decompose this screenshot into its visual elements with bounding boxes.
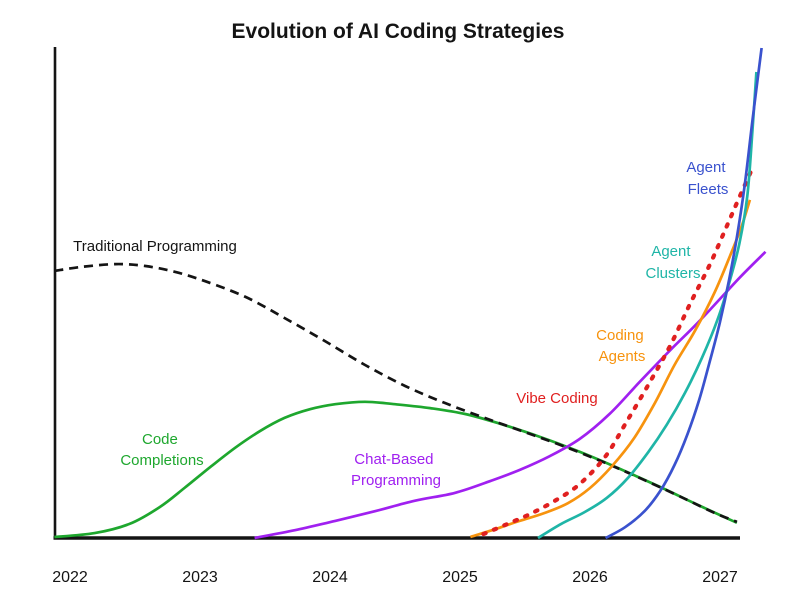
label-agent-clusters: Agent Clusters (645, 243, 700, 282)
label-line: Agent (651, 243, 691, 260)
series-line-chat-based-programming (254, 250, 767, 540)
label-line: Vibe Coding (516, 390, 597, 407)
label-code-completions: Code Completions (120, 431, 203, 469)
label-line: Agents (599, 348, 646, 365)
label-line: Traditional Programming (73, 238, 237, 255)
label-line: Chat-Based (354, 451, 433, 468)
label-coding-agents: Coding Agents (596, 327, 648, 365)
x-tick-2025: 2025 (442, 569, 478, 586)
x-tick-2022: 2022 (52, 569, 88, 586)
label-vibe-coding: Vibe Coding (516, 390, 597, 407)
label-line: Clusters (645, 265, 700, 282)
label-traditional-programming: Traditional Programming (73, 238, 237, 255)
series-line-coding-agents (469, 199, 752, 539)
series-line-traditional-programming (54, 262, 738, 524)
label-line: Fleets (688, 181, 729, 198)
label-line: Code (142, 431, 178, 448)
label-agent-fleets: Agent Fleets (686, 159, 729, 198)
label-line: Agent (686, 159, 726, 176)
label-chat-based-programming: Chat-Based Programming (351, 451, 441, 489)
x-tick-2026: 2026 (572, 569, 608, 586)
x-tick-2027: 2027 (702, 569, 738, 586)
series-curves (54, 47, 767, 540)
x-tick-2023: 2023 (182, 569, 218, 586)
x-tick-2024: 2024 (312, 569, 348, 586)
label-line: Programming (351, 472, 441, 489)
chart-title: Evolution of AI Coding Strategies (232, 20, 565, 43)
label-line: Coding (596, 327, 644, 344)
label-line: Completions (120, 452, 203, 469)
series-line-agent-fleets (604, 47, 763, 540)
series-line-agent-clusters (537, 71, 758, 540)
